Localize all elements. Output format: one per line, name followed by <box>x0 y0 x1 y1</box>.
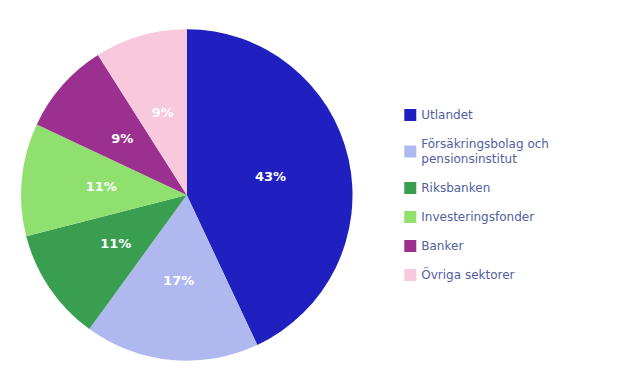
svg-text:Banker: Banker <box>421 239 463 253</box>
svg-text:11%: 11% <box>86 179 117 194</box>
svg-text:Investeringsfonder: Investeringsfonder <box>421 210 534 224</box>
svg-text:Riksbanken: Riksbanken <box>421 181 490 195</box>
svg-text:pensionsinstitut: pensionsinstitut <box>421 152 517 166</box>
svg-text:11%: 11% <box>100 236 131 251</box>
svg-text:9%: 9% <box>152 105 174 120</box>
svg-text:Försäkringsbolag och: Försäkringsbolag och <box>421 137 549 151</box>
svg-text:9%: 9% <box>111 131 133 146</box>
svg-text:17%: 17% <box>163 273 194 288</box>
svg-text:43%: 43% <box>255 169 286 184</box>
svg-text:Övriga sektorer: Övriga sektorer <box>421 266 514 282</box>
svg-text:Utlandet: Utlandet <box>421 108 473 122</box>
